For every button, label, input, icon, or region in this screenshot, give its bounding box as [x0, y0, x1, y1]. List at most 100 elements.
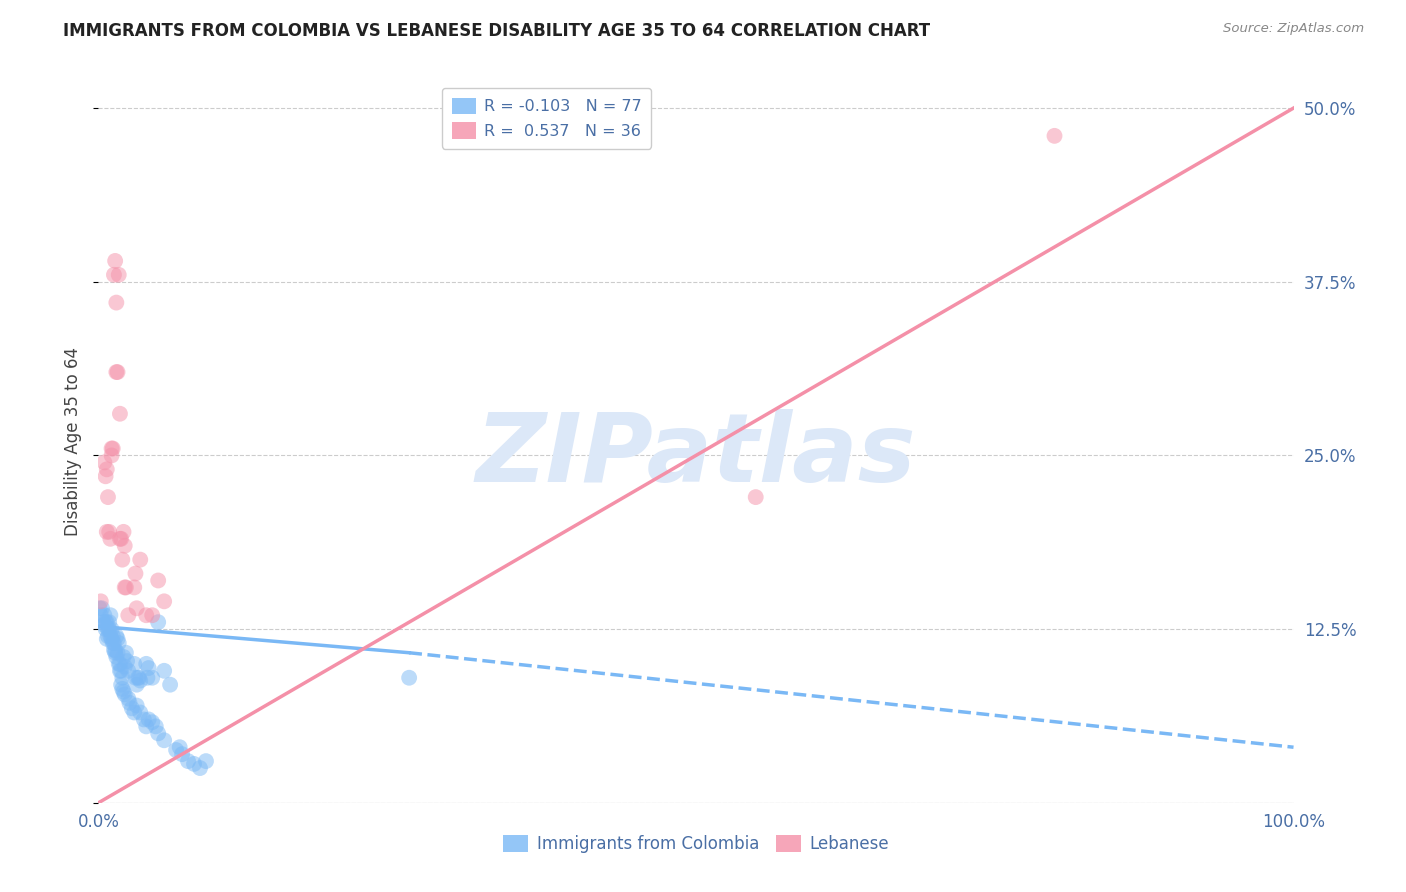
Point [107, 657, 129, 671]
Point [145, 719, 167, 733]
Point [125, 678, 148, 692]
Text: ZIPatlas: ZIPatlas [475, 409, 917, 502]
Point [136, 671, 159, 685]
Point [148, 574, 170, 588]
Point [103, 268, 125, 282]
Point [141, 608, 163, 623]
Point [91, 601, 114, 615]
Point [135, 719, 157, 733]
Point [129, 552, 152, 566]
Point [101, 442, 124, 456]
Point [111, 671, 134, 685]
Point [111, 681, 134, 696]
Point [90, 594, 112, 608]
Point [110, 532, 132, 546]
Point [118, 696, 141, 710]
Point [93, 455, 115, 469]
Point [138, 713, 160, 727]
Point [745, 490, 768, 504]
Point [398, 671, 420, 685]
Point [115, 646, 138, 660]
Point [94, 469, 117, 483]
Point [129, 673, 152, 688]
Point [132, 713, 155, 727]
Legend: Immigrants from Colombia, Lebanese: Immigrants from Colombia, Lebanese [496, 828, 896, 860]
Point [104, 253, 127, 268]
Point [105, 629, 128, 643]
Point [112, 684, 135, 698]
Point [112, 649, 135, 664]
Point [97, 622, 120, 636]
Point [107, 268, 129, 282]
Point [148, 726, 170, 740]
Point [100, 449, 122, 463]
Point [110, 664, 132, 678]
Point [153, 733, 176, 747]
Point [90, 608, 112, 623]
Point [114, 687, 136, 701]
Y-axis label: Disability Age 35 to 64: Disability Age 35 to 64 [65, 347, 83, 536]
Point [169, 740, 191, 755]
Point [101, 636, 124, 650]
Point [177, 754, 200, 768]
Point [114, 539, 136, 553]
Point [153, 664, 176, 678]
Point [104, 646, 127, 660]
Point [127, 671, 149, 685]
Point [98, 629, 122, 643]
Point [89, 601, 111, 615]
Point [1043, 128, 1066, 143]
Point [108, 657, 131, 671]
Point [135, 657, 157, 671]
Point [105, 365, 128, 379]
Text: Source: ZipAtlas.com: Source: ZipAtlas.com [1223, 22, 1364, 36]
Point [115, 654, 138, 668]
Point [117, 664, 139, 678]
Point [98, 532, 122, 546]
Point [107, 636, 129, 650]
Point [98, 608, 122, 623]
Point [107, 646, 129, 660]
Point [100, 442, 122, 456]
Point [94, 622, 117, 636]
Point [125, 601, 148, 615]
Point [117, 691, 139, 706]
Point [124, 657, 146, 671]
Point [96, 615, 118, 630]
Point [112, 524, 135, 539]
Point [96, 632, 118, 646]
Point [104, 643, 127, 657]
Point [111, 552, 134, 566]
Point [108, 407, 131, 421]
Point [107, 632, 129, 646]
Point [153, 594, 176, 608]
Point [148, 615, 170, 630]
Point [101, 629, 124, 643]
Point [124, 706, 146, 720]
Point [165, 743, 187, 757]
Point [98, 622, 121, 636]
Point [138, 661, 160, 675]
Point [141, 671, 163, 685]
Point [100, 632, 122, 646]
Point [124, 671, 146, 685]
Point [97, 490, 120, 504]
Point [124, 581, 146, 595]
Point [110, 678, 132, 692]
Point [105, 649, 128, 664]
Point [115, 581, 138, 595]
Point [129, 706, 152, 720]
Point [98, 615, 121, 630]
Point [107, 365, 129, 379]
Point [114, 581, 136, 595]
Point [96, 462, 118, 476]
Point [188, 761, 211, 775]
Point [97, 629, 120, 643]
Point [108, 532, 131, 546]
Point [108, 664, 131, 678]
Point [93, 618, 115, 632]
Point [96, 524, 118, 539]
Point [100, 622, 122, 636]
Text: IMMIGRANTS FROM COLOMBIA VS LEBANESE DISABILITY AGE 35 TO 64 CORRELATION CHART: IMMIGRANTS FROM COLOMBIA VS LEBANESE DIS… [63, 22, 931, 40]
Point [124, 566, 146, 581]
